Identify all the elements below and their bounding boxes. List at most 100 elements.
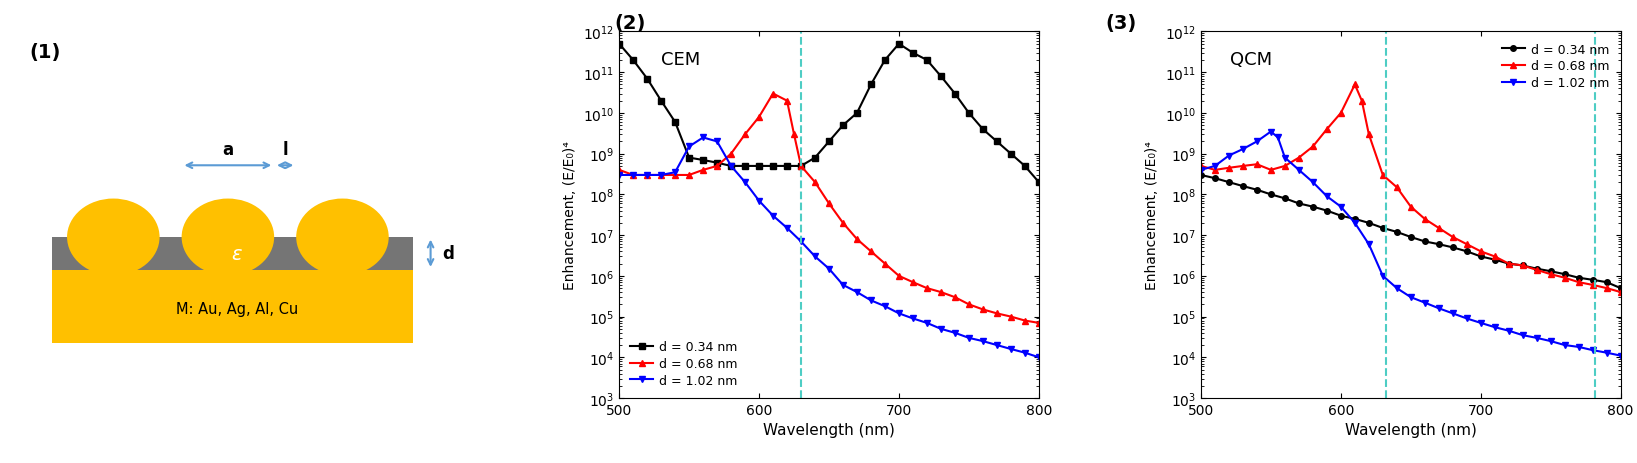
d = 1.02 nm: [1220, 153, 1239, 159]
d = 0.34 nm: [609, 42, 629, 47]
d = 0.34 nm: [861, 82, 881, 88]
d = 0.68 nm: [763, 92, 782, 97]
d = 0.68 nm: [1303, 144, 1323, 150]
Text: QCM: QCM: [1231, 50, 1272, 69]
d = 1.02 nm: [778, 225, 797, 231]
d = 0.34 nm: [1513, 263, 1532, 269]
d = 1.02 nm: [972, 338, 992, 344]
d = 1.02 nm: [805, 254, 825, 260]
d = 1.02 nm: [763, 213, 782, 219]
d = 1.02 nm: [1472, 320, 1491, 326]
d = 0.34 nm: [1331, 213, 1351, 219]
Text: M: Au, Ag, Al, Cu: M: Au, Ag, Al, Cu: [175, 301, 298, 316]
d = 1.02 nm: [833, 282, 853, 288]
d = 0.34 nm: [833, 123, 853, 129]
Legend: d = 0.34 nm, d = 0.68 nm, d = 1.02 nm: d = 0.34 nm, d = 0.68 nm, d = 1.02 nm: [1498, 38, 1614, 95]
Line: d = 1.02 nm: d = 1.02 nm: [617, 135, 1041, 360]
d = 0.34 nm: [1247, 188, 1267, 193]
d = 0.68 nm: [1513, 263, 1532, 269]
Bar: [52, 237, 413, 270]
d = 0.68 nm: [1247, 162, 1267, 168]
d = 0.34 nm: [1030, 180, 1049, 186]
d = 0.68 nm: [1555, 275, 1575, 281]
d = 0.68 nm: [652, 173, 671, 178]
d = 0.68 nm: [1472, 249, 1491, 255]
d = 1.02 nm: [917, 320, 936, 326]
d = 0.34 nm: [1499, 261, 1519, 267]
d = 0.34 nm: [679, 156, 699, 161]
d = 0.68 nm: [1485, 254, 1504, 260]
d = 1.02 nm: [1192, 168, 1211, 173]
d = 0.34 nm: [1359, 220, 1378, 226]
d = 0.34 nm: [818, 139, 838, 145]
d = 1.02 nm: [818, 266, 838, 272]
d = 0.68 nm: [833, 220, 853, 226]
d = 0.34 nm: [1318, 208, 1337, 214]
Ellipse shape: [182, 199, 273, 276]
d = 0.34 nm: [735, 164, 755, 169]
d = 0.34 nm: [1540, 269, 1560, 275]
d = 0.34 nm: [1442, 245, 1462, 250]
d = 1.02 nm: [876, 304, 895, 309]
d = 0.68 nm: [624, 173, 643, 178]
d = 0.68 nm: [1527, 268, 1547, 273]
d = 0.34 nm: [1568, 275, 1588, 281]
Text: (1): (1): [29, 44, 61, 63]
d = 0.34 nm: [1303, 205, 1323, 210]
d = 1.02 nm: [707, 139, 727, 145]
d = 0.68 nm: [707, 164, 727, 169]
d = 0.68 nm: [679, 173, 699, 178]
d = 1.02 nm: [1303, 180, 1323, 186]
d = 0.68 nm: [1499, 261, 1519, 267]
d = 0.68 nm: [791, 164, 810, 169]
Legend: d = 0.34 nm, d = 0.68 nm, d = 1.02 nm: d = 0.34 nm, d = 0.68 nm, d = 1.02 nm: [625, 336, 743, 392]
d = 0.34 nm: [1611, 286, 1630, 291]
d = 1.02 nm: [1583, 348, 1603, 353]
Text: $\varepsilon$: $\varepsilon$: [231, 244, 242, 263]
d = 0.34 nm: [692, 158, 712, 163]
d = 1.02 nm: [1611, 353, 1630, 359]
d = 0.68 nm: [1220, 166, 1239, 171]
d = 0.68 nm: [818, 201, 838, 207]
d = 0.68 nm: [750, 115, 769, 120]
d = 1.02 nm: [1596, 350, 1616, 356]
d = 0.34 nm: [722, 164, 742, 169]
d = 1.02 nm: [791, 239, 810, 244]
Y-axis label: Enhancement, (E/E₀)⁴: Enhancement, (E/E₀)⁴: [563, 141, 578, 289]
d = 1.02 nm: [1002, 346, 1021, 352]
d = 0.34 nm: [1288, 201, 1308, 207]
d = 0.34 nm: [1233, 184, 1252, 189]
d = 0.68 nm: [1401, 205, 1421, 210]
d = 1.02 nm: [1527, 335, 1547, 341]
Line: d = 0.34 nm: d = 0.34 nm: [617, 42, 1041, 186]
d = 1.02 nm: [1288, 168, 1308, 173]
d = 0.34 nm: [1429, 242, 1449, 247]
d = 0.68 nm: [959, 302, 979, 307]
d = 0.34 nm: [917, 58, 936, 63]
d = 1.02 nm: [904, 316, 923, 321]
d = 0.68 nm: [1002, 314, 1021, 319]
d = 0.68 nm: [805, 180, 825, 186]
d = 1.02 nm: [1247, 139, 1267, 145]
d = 0.68 nm: [945, 295, 964, 300]
Line: d = 1.02 nm: d = 1.02 nm: [1198, 130, 1624, 359]
d = 1.02 nm: [1414, 300, 1434, 306]
Ellipse shape: [296, 199, 388, 276]
d = 0.34 nm: [1373, 225, 1393, 231]
d = 0.34 nm: [1485, 257, 1504, 263]
d = 0.34 nm: [1555, 272, 1575, 277]
d = 0.68 nm: [665, 173, 684, 178]
Ellipse shape: [67, 199, 159, 276]
d = 0.34 nm: [959, 111, 979, 117]
d = 0.34 nm: [637, 76, 656, 82]
d = 0.68 nm: [889, 274, 909, 279]
d = 0.34 nm: [1260, 192, 1280, 198]
d = 0.34 nm: [665, 120, 684, 125]
d = 1.02 nm: [1346, 220, 1365, 226]
d = 1.02 nm: [848, 290, 868, 295]
d = 1.02 nm: [1442, 311, 1462, 316]
d = 0.68 nm: [917, 286, 936, 291]
d = 0.68 nm: [609, 168, 629, 173]
d = 1.02 nm: [692, 135, 712, 141]
d = 0.68 nm: [1352, 99, 1372, 104]
